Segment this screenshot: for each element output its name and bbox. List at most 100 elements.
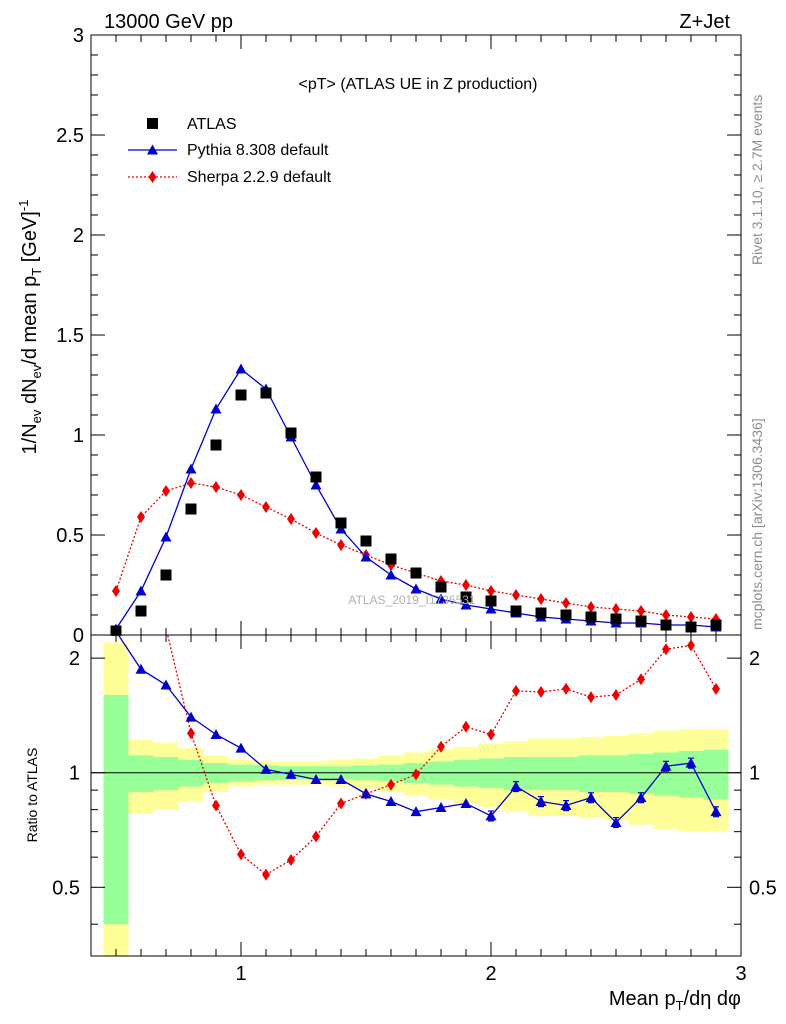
atlas-point (560, 609, 572, 621)
pythia-ratio-point (585, 792, 597, 803)
sherpa-point (637, 605, 645, 617)
ratio-band-inner (153, 756, 179, 791)
ratio-y-tick-label: 0.5 (52, 877, 80, 899)
sherpa-ratio-point (462, 720, 470, 733)
ratio-band-inner (178, 759, 204, 787)
pythia-ratio-point (535, 796, 547, 807)
sherpa-point (262, 501, 270, 513)
pythia-point (185, 463, 197, 474)
ratio-y-tick-label: 2 (69, 648, 80, 670)
legend-sherpa-label: Sherpa 2.2.9 default (187, 169, 332, 186)
pythia-ratio-point (485, 810, 497, 821)
pythia-point (360, 551, 372, 562)
sherpa-point (287, 513, 295, 525)
pythia-ratio-point (435, 802, 447, 813)
atlas-point (210, 439, 222, 451)
atlas-point (260, 387, 272, 399)
sherpa-ratio-point (437, 740, 445, 753)
atlas-point (610, 613, 622, 625)
x-tick-label: 2 (485, 963, 496, 985)
pythia-ratio-point (260, 763, 272, 774)
ratio-y-tick-label: 1 (69, 763, 80, 785)
sherpa-ratio-point (512, 684, 520, 697)
sherpa-ratio-point (612, 688, 620, 701)
sherpa-ratio-point (237, 848, 245, 861)
atlas-point (285, 427, 297, 439)
sherpa-ratio-point (412, 768, 420, 781)
chart-title: <pT> (ATLAS UE in Z production) (299, 76, 538, 93)
ratio-y-tick-label-right: 0.5 (749, 877, 777, 899)
sherpa-point (537, 593, 545, 605)
sherpa-point (512, 589, 520, 601)
sherpa-point (662, 609, 670, 621)
top-y-tick-label: 1.5 (56, 325, 84, 347)
top-y-tick-label: 2 (73, 225, 84, 247)
pythia-point (310, 479, 322, 490)
top-y-tick-label: 3 (73, 25, 84, 47)
pythia-ratio-point (210, 728, 222, 739)
top-y-axis-title: 1/Nev dNev/d mean pT [GeV]-1 (16, 200, 44, 455)
pythia-ratio-point (185, 711, 197, 722)
legend-sherpa-marker (148, 171, 157, 183)
atlas-point (710, 619, 722, 631)
sherpa-point (462, 579, 470, 591)
ratio-y-tick-label-right: 2 (749, 648, 760, 670)
pythia-ratio-point (285, 768, 297, 779)
sherpa-point (612, 603, 620, 615)
pythia-ratio-point (235, 742, 247, 753)
pythia-ratio-point (335, 773, 347, 784)
pythia-ratio-point (410, 806, 422, 817)
sherpa-ratio-point (587, 691, 595, 704)
sherpa-point (562, 597, 570, 609)
sherpa-ratio-point (637, 673, 645, 686)
ratio-band-inner (553, 756, 579, 791)
tick-layer: 1 2 3 0 0.5 1 1.5 2 2.5 3 0.5 0.5 1 1 2 2 (52, 25, 777, 985)
top-y-tick-label: 0.5 (56, 525, 84, 547)
atlas-point (535, 607, 547, 619)
ratio-band-inner (628, 753, 654, 794)
sherpa-point (187, 477, 195, 489)
ratio-y-tick-label-right: 1 (749, 763, 760, 785)
ratio-series-group (110, 403, 722, 881)
sherpa-ratio-point (387, 778, 395, 791)
atlas-point (460, 591, 472, 603)
pythia-ratio-point (660, 760, 672, 771)
pythia-ratio-point (560, 800, 572, 811)
pythia-point (460, 599, 472, 610)
legend-atlas-label: ATLAS (187, 116, 237, 133)
ratio-band-inner (528, 756, 554, 791)
pythia-point (485, 603, 497, 614)
sherpa-ratio-point (662, 643, 670, 656)
sherpa-point (312, 527, 320, 539)
sherpa-ratio-point (687, 639, 695, 652)
sherpa-point (137, 511, 145, 523)
sherpa-ratio-point (262, 868, 270, 881)
sherpa-point (487, 585, 495, 597)
legend-pythia-label: Pythia 8.308 default (187, 142, 329, 159)
pythia-ratio-point (160, 679, 172, 690)
atlas-point (335, 517, 347, 529)
top-series-group (110, 363, 722, 635)
ratio-band-layer (103, 642, 729, 956)
ratio-band-inner (653, 752, 679, 796)
mcplots-label: mcplots.cern.ch [arXiv:1306.3436] (749, 418, 765, 630)
analysis-watermark: ATLAS_2019_I1736531 (348, 593, 476, 607)
top-y-tick-label: 1 (73, 425, 84, 447)
atlas-point (235, 389, 247, 401)
legend-pythia-marker (147, 144, 158, 155)
ratio-band-inner (578, 755, 604, 792)
atlas-point (660, 619, 672, 631)
atlas-point (510, 605, 522, 617)
atlas-point (435, 581, 447, 593)
sherpa-ratio-point (112, 403, 120, 415)
sherpa-ratio-point (712, 682, 720, 695)
x-tick-label: 3 (735, 963, 746, 985)
rivet-version-label: Rivet 3.1.10, ≥ 2.7M events (749, 95, 765, 265)
sherpa-point (212, 481, 220, 493)
pythia-point (435, 593, 447, 604)
pythia-ratio-point (310, 773, 322, 784)
sherpa-ratio-point (562, 682, 570, 695)
x-tick-label: 1 (235, 963, 246, 985)
sherpa-ratio-point (312, 830, 320, 843)
